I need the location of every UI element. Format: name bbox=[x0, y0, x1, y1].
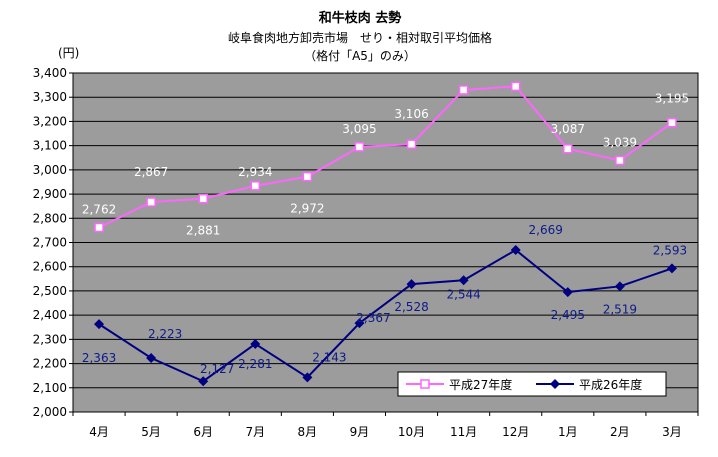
data-point bbox=[615, 155, 625, 166]
data-label: 2,367 bbox=[356, 311, 390, 325]
legend-marker-h27 bbox=[420, 379, 430, 389]
y-tick-label: 3,400 bbox=[33, 66, 67, 80]
x-tick-label: 3月 bbox=[662, 425, 682, 439]
y-tick-label: 2,600 bbox=[33, 260, 67, 274]
data-point bbox=[146, 353, 157, 364]
data-point bbox=[614, 281, 625, 292]
data-point bbox=[198, 376, 209, 387]
y-axis-unit: (円) bbox=[58, 46, 79, 60]
data-point bbox=[406, 139, 417, 149]
y-tick-label: 2,300 bbox=[33, 332, 67, 346]
data-label: 2,867 bbox=[134, 165, 168, 179]
y-tick-label: 2,400 bbox=[33, 308, 67, 322]
x-tick-label: 2月 bbox=[610, 425, 630, 439]
data-label: 3,195 bbox=[655, 92, 689, 106]
data-point bbox=[198, 193, 208, 204]
y-tick-label: 2,000 bbox=[33, 405, 67, 419]
data-label: 2,281 bbox=[238, 357, 272, 371]
y-tick-label: 3,200 bbox=[33, 114, 67, 128]
chart-subtitle-grade: （格付「A5」のみ） bbox=[304, 48, 416, 63]
data-label: 2,669 bbox=[529, 223, 563, 237]
y-tick-label: 3,100 bbox=[33, 139, 67, 153]
x-tick-label: 11月 bbox=[450, 425, 477, 439]
y-tick-label: 2,500 bbox=[33, 284, 67, 298]
legend: 平成27年度 平成26年度 bbox=[397, 371, 667, 397]
data-point bbox=[146, 197, 156, 207]
data-label: 2,593 bbox=[653, 243, 687, 257]
data-point bbox=[94, 319, 105, 330]
y-tick-label: 2,100 bbox=[33, 381, 67, 395]
y-tick-label: 2,800 bbox=[33, 211, 67, 225]
data-label: 2,881 bbox=[186, 224, 220, 238]
data-label: 2,223 bbox=[148, 327, 182, 341]
y-tick-label: 3,000 bbox=[33, 163, 67, 177]
data-point bbox=[406, 279, 417, 290]
data-point bbox=[354, 142, 365, 152]
data-label: 3,087 bbox=[551, 122, 585, 136]
chart-title: 和牛枝肉 去勢 bbox=[319, 10, 402, 26]
data-point bbox=[510, 81, 521, 92]
data-point bbox=[510, 245, 521, 256]
legend-marker-h26 bbox=[550, 379, 560, 389]
data-label: 2,528 bbox=[394, 300, 428, 314]
x-tick-label: 6月 bbox=[193, 425, 213, 439]
plot-area: 2,000 2,100 2,200 2,300 2,400 2,500 2,600 2,700… bbox=[33, 59, 699, 439]
data-label: 2,972 bbox=[290, 202, 324, 216]
data-point bbox=[250, 338, 261, 349]
y-tick-label: 2,900 bbox=[33, 187, 67, 201]
y-tick-label: 3,300 bbox=[33, 90, 67, 104]
data-label: 2,762 bbox=[82, 202, 116, 216]
x-tick-label: 8月 bbox=[298, 425, 318, 439]
data-label: 2,519 bbox=[603, 302, 637, 316]
legend-label-h26: 平成26年度 bbox=[579, 377, 642, 392]
data-point bbox=[94, 222, 104, 233]
data-label: 2,544 bbox=[446, 287, 480, 301]
data-label: 2,934 bbox=[238, 165, 272, 179]
data-label: 3,095 bbox=[342, 122, 376, 136]
data-label: 2,143 bbox=[312, 350, 346, 364]
series-line-h27 bbox=[98, 85, 673, 229]
data-point bbox=[666, 263, 677, 274]
x-tick-label: 1月 bbox=[558, 425, 578, 439]
data-label: 2,363 bbox=[82, 351, 116, 365]
chart-subtitle: 岐阜食肉地方卸売市場 せり・相対取引平均価格 bbox=[228, 30, 492, 45]
data-label: 3,106 bbox=[394, 107, 428, 121]
y-tick-label: 2,200 bbox=[33, 357, 67, 371]
data-point bbox=[250, 181, 261, 191]
legend-label-h27: 平成27年度 bbox=[449, 377, 512, 392]
y-tick-label: 2,700 bbox=[33, 236, 67, 250]
data-label: 3,345 bbox=[499, 59, 533, 73]
data-label: 3,039 bbox=[603, 135, 637, 149]
data-point bbox=[562, 287, 573, 298]
data-point bbox=[302, 372, 313, 383]
data-point bbox=[354, 318, 365, 329]
data-point bbox=[458, 275, 469, 286]
data-point bbox=[563, 144, 573, 154]
data-point bbox=[667, 117, 677, 128]
data-label: 2,127 bbox=[200, 362, 234, 376]
series-line-h26 bbox=[98, 248, 673, 383]
x-tick-label: 7月 bbox=[245, 425, 265, 439]
data-point bbox=[302, 171, 313, 182]
data-point bbox=[458, 85, 469, 95]
x-tick-label: 12月 bbox=[502, 425, 529, 439]
x-tick-label: 5月 bbox=[141, 425, 161, 439]
data-label: 2,495 bbox=[551, 308, 585, 322]
x-tick-label: 9月 bbox=[350, 425, 370, 439]
x-tick-label: 10月 bbox=[398, 425, 425, 439]
x-tick-label: 4月 bbox=[89, 425, 109, 439]
